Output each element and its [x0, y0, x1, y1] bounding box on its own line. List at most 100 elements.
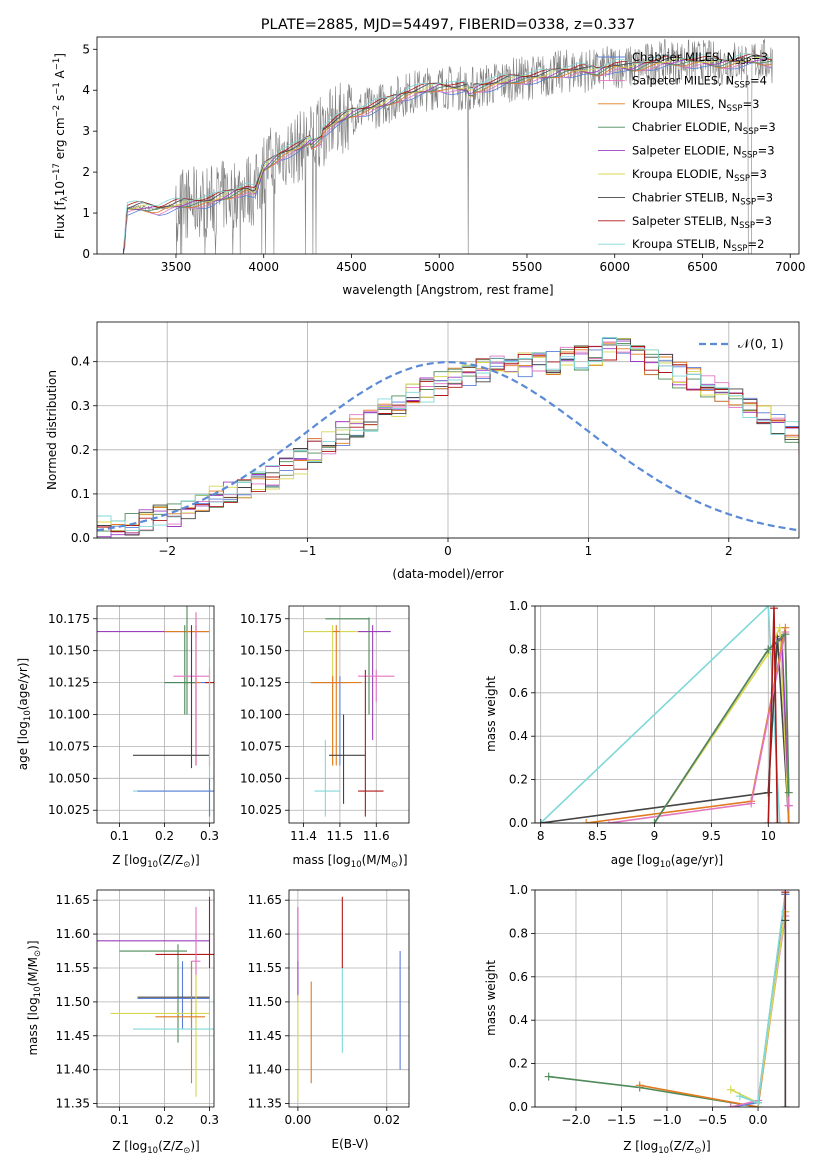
- y-axis-label: mass weight: [484, 960, 498, 1036]
- y-tick-label: 11.55: [56, 961, 90, 975]
- legend-entry: Chabrier MILES, NSSP=3: [632, 50, 768, 67]
- x-tick-label: 7000: [775, 260, 806, 274]
- errorbar-chabrier-elodie: [164, 625, 196, 715]
- axes-frame: [534, 605, 800, 824]
- y-tick-label: 0.6: [509, 970, 528, 984]
- legend-entry: Kroupa MILES, NSSP=3: [632, 97, 759, 114]
- x-tick-label: 4500: [336, 260, 367, 274]
- series-kroupa-stelib: [122, 53, 773, 249]
- errorbar-chabrier-miles: [137, 961, 210, 1030]
- plot-area: [122, 38, 773, 254]
- x-tick-label: 4000: [248, 260, 279, 274]
- x-tick-label: 2: [725, 544, 733, 558]
- x-tick-label: −2.0: [561, 1113, 590, 1127]
- x-axis-label: (data-model)/error: [392, 567, 503, 581]
- y-tick-label: 0.8: [509, 926, 528, 940]
- chart-title: PLATE=2885, MJD=54497, FIBERID=0338, z=0…: [261, 17, 635, 33]
- y-tick-label: 3: [82, 124, 90, 138]
- x-tick-label: 0: [444, 544, 452, 558]
- x-axis-label: wavelength [Angstrom, rest frame]: [342, 283, 553, 297]
- y-tick-label: 0.4: [509, 729, 528, 743]
- y-tick-label: 10.050: [240, 771, 282, 785]
- axes-spectrum: 3500 4000 4500 5000 5500 6000 6500 7000 0 1 2 3 4 5: [82, 36, 806, 274]
- y-tick-label: 11.60: [248, 927, 282, 941]
- x-tick-label: 0.3: [200, 1113, 219, 1127]
- x-tick-label: 0.3: [200, 829, 219, 843]
- errorbar-chabrier-miles: [310, 676, 348, 766]
- y-tick-label: 11.65: [248, 893, 282, 907]
- y-tick-label: 0.0: [71, 531, 90, 545]
- y-axis-label: Flux [fλ10−17 erg cm−2 s−1 A−1]: [52, 53, 70, 239]
- y-tick-label: 1.0: [509, 883, 528, 897]
- series-chabrier-stelib: [540, 636, 790, 823]
- legend-entry: Salpeter ELODIE, NSSP=3: [632, 144, 775, 161]
- x-tick-label: 3500: [161, 260, 192, 274]
- axes-age_vs_mass: 11.4 11.5 11.6 10.025 10.050 10.075 10.100 10.1…: [240, 605, 410, 843]
- hist-salpeter-stelib: [97, 344, 799, 533]
- axes-frame: [288, 605, 410, 824]
- y-tick-label: 11.35: [248, 1097, 282, 1111]
- y-tick-label: 10.100: [240, 708, 282, 722]
- y-tick-label: 10.175: [48, 612, 90, 626]
- hist-kroupa-elodie: [97, 337, 799, 532]
- x-tick-label: 9: [651, 829, 659, 843]
- y-tick-label: 10.150: [48, 644, 90, 658]
- x-tick-label: −0.5: [698, 1113, 727, 1127]
- series-chabrier-elodie: [653, 632, 790, 823]
- y-tick-label: 10.075: [48, 739, 90, 753]
- errorbar-chabrier-stelib: [329, 714, 366, 804]
- x-tick-label: 1: [585, 544, 593, 558]
- y-tick-label: 10.125: [240, 676, 282, 690]
- series-kroupa-stelib: [739, 892, 787, 1104]
- x-tick-label: −1.5: [607, 1113, 636, 1127]
- axes-frame: [96, 605, 215, 824]
- y-tick-label: 0.6: [509, 686, 528, 700]
- x-tick-label: 11.6: [363, 829, 390, 843]
- x-tick-label: −1.0: [652, 1113, 681, 1127]
- x-axis-label: mass [log10(M/M⊙)]: [292, 853, 407, 870]
- y-tick-label: 0.4: [71, 355, 90, 369]
- legend-entry: 𝒩(0, 1): [738, 336, 784, 351]
- axes-frame: [96, 321, 800, 539]
- plot-area: [303, 617, 395, 817]
- y-tick-label: 11.50: [56, 995, 90, 1009]
- y-axis-label: mass [log10(M/M⊙)]: [26, 940, 43, 1055]
- axes-massweight_vs_age: 8 8.5 9 9.5 10 0.0 0.2 0.4 0.6 0.8 1.0: [509, 599, 800, 843]
- y-tick-label: 10.125: [48, 676, 90, 690]
- legend-entry: Kroupa ELODIE, NSSP=3: [632, 167, 767, 184]
- plot-area: [544, 890, 790, 1107]
- y-tick-label: 0.2: [509, 1057, 528, 1071]
- x-tick-label: 10: [761, 829, 776, 843]
- y-tick-label: 2: [82, 165, 90, 179]
- x-axis-label: Z [log10(Z/Z⊙)]: [623, 1139, 711, 1156]
- axes-residuals: −2 −1 0 1 2 0.0 0.1 0.2 0.3 0.4: [71, 321, 800, 558]
- axes-frame: [534, 889, 800, 1108]
- x-tick-label: −2: [158, 544, 176, 558]
- x-tick-label: 0.02: [373, 1113, 400, 1127]
- errorbar-salpeter-elodie: [358, 625, 391, 741]
- y-tick-label: 5: [82, 42, 90, 56]
- errorbar-salpeter-stelib: [155, 896, 214, 968]
- x-tick-label: 8: [537, 829, 545, 843]
- errorbar-kroupa-stelib: [133, 1001, 214, 1057]
- legend-entry: Salpeter STELIB, NSSP=3: [632, 214, 772, 231]
- x-tick-label: 5500: [512, 260, 543, 274]
- x-tick-label: 11.4: [290, 829, 317, 843]
- plot-area: [536, 606, 793, 823]
- y-tick-label: 10.025: [48, 803, 90, 817]
- y-tick-label: 0.8: [509, 642, 528, 656]
- series-kroupa-stelib: [540, 606, 781, 823]
- hist-kroupa-stelib: [97, 337, 799, 532]
- errorbar-kroupa-stelib: [133, 625, 214, 817]
- errorbar-kroupa-miles: [310, 676, 362, 766]
- x-tick-label: −1: [299, 544, 317, 558]
- plot-area: [97, 337, 799, 538]
- y-tick-label: 11.45: [56, 1029, 90, 1043]
- axes-frame: [96, 36, 800, 255]
- normal-curve: [97, 360, 797, 532]
- y-tick-label: 11.65: [56, 893, 90, 907]
- errorbar-kroupa-stelib: [314, 740, 340, 817]
- legend-entry: Chabrier ELODIE, NSSP=3: [632, 120, 776, 137]
- y-axis-label: Normed distribution: [45, 370, 59, 490]
